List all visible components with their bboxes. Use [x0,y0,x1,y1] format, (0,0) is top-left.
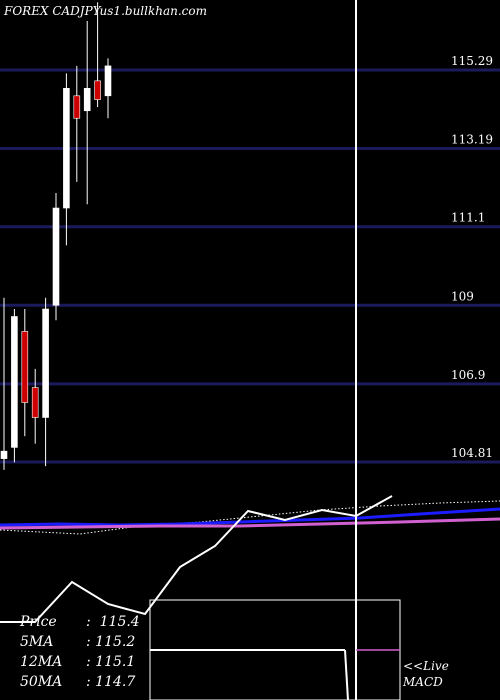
candle [63,73,70,246]
price-axis-labels: 115.29 113.19 111.1 109 106.9 104.81 [451,54,493,460]
price-tick-label: 104.81 [451,446,493,460]
macd-label-line1: <<Live [403,659,449,673]
info-row-12ma: 12MA: 115.1 [20,654,135,670]
candle [52,193,60,321]
candle-body [104,65,112,97]
indicator-line-price_line [0,495,393,623]
info-sep: : [86,674,91,690]
info-value: 115.2 [95,634,136,650]
indicator-line-50ma [0,517,500,530]
info-row-50ma: 50MA: 114.7 [20,674,135,690]
price-gridlines [0,68,500,464]
candle-body [11,316,18,448]
candle-body [63,88,70,209]
candle-body [21,331,29,403]
info-value: 115.4 [99,614,140,630]
candle-body [0,450,8,459]
price-tick-label: 113.19 [451,133,493,147]
info-value: 115.1 [95,654,136,670]
price-tick-label: 109 [451,289,474,303]
candle [21,309,29,437]
candle-body [52,207,60,306]
info-value: 114.7 [95,674,136,690]
candlestick-series [0,2,112,470]
info-sep: : [86,614,91,630]
info-label: 12MA [20,654,63,670]
candle-body [83,88,91,112]
candle-body [73,95,81,119]
candle [73,65,81,182]
candle [31,368,39,444]
price-tick-label: 115.29 [451,54,493,68]
info-sep: : [86,634,91,650]
chart-title: FOREX CADJPYus1.bullkhan.com [3,4,207,18]
info-label: Price [20,614,57,630]
candle [11,309,18,463]
candle-body [42,308,49,418]
candle-body [31,387,39,418]
info-label: 5MA [20,634,54,650]
info-row-5ma: 5MA: 115.2 [20,634,135,650]
candle-body [94,80,101,100]
candle [42,297,49,467]
price-tick-label: 111.1 [451,211,485,225]
price-tick-label: 106.9 [451,368,485,382]
indicator-line-5ma [0,500,500,535]
indicator-lines [0,495,500,623]
candle [83,21,91,205]
candle [104,58,112,119]
info-row-price: Price: 115.4 [20,614,140,630]
candle [0,297,8,470]
info-label: 50MA [20,674,63,690]
macd-drop-line [344,649,349,700]
info-sep: : [86,654,91,670]
indicator-line-12ma [0,507,500,527]
candle [94,2,101,108]
macd-label-line2: MACD [402,675,443,689]
